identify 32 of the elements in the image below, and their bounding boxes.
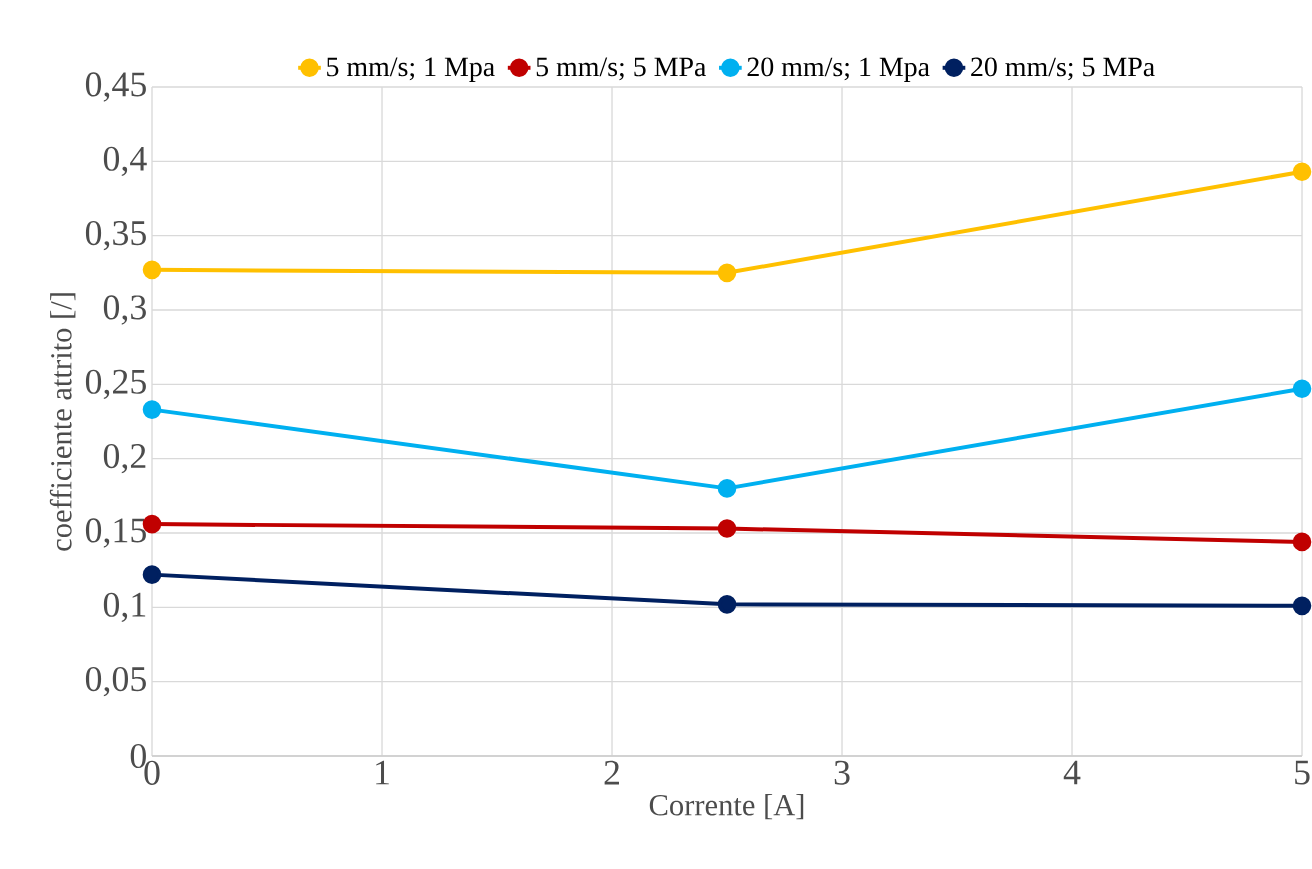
y-tick-label: 0,45: [85, 72, 146, 102]
point: [142, 400, 162, 419]
y-tick-label: 0,25: [85, 369, 146, 400]
legend-label: 5 mm/s; 1 Mpa: [327, 57, 495, 82]
x-tick-label: 1: [376, 760, 389, 785]
y-tick-label: 0,1: [103, 592, 146, 623]
legend-label: 20 mm/s; 1 Mpa: [747, 57, 930, 83]
point: [142, 260, 162, 280]
y-axis-title: coefficiente attrito [/]: [49, 293, 76, 551]
y-tick-label: 0,4: [103, 146, 147, 177]
x-axis-title: Corrente [A]: [649, 794, 804, 820]
x-tick-label: 3: [834, 760, 850, 785]
y-tick-label: 0,05: [85, 666, 146, 697]
y-tick-label: 0,3: [103, 295, 146, 325]
point: [717, 519, 737, 538]
y-tick-label: 0,35: [85, 220, 146, 251]
legend-label: 5 mm/s; 5 MPa: [536, 57, 707, 81]
point: [717, 595, 737, 614]
y-tick-label: 0: [130, 743, 146, 769]
point: [1292, 532, 1312, 552]
y-tick-label: 0,15: [85, 518, 146, 548]
point: [717, 263, 737, 283]
y-tick-label: 0,2: [103, 443, 146, 474]
x-tick-label: 5: [1295, 760, 1310, 785]
point: [1292, 162, 1312, 182]
x-tick-label: 2: [604, 760, 619, 785]
point: [717, 479, 737, 498]
legend-label: 20 mm/s; 5 MPa: [971, 57, 1155, 81]
point: [1292, 596, 1312, 616]
point: [1292, 379, 1312, 399]
point: [142, 565, 162, 584]
x-tick-label: 4: [1063, 760, 1081, 785]
